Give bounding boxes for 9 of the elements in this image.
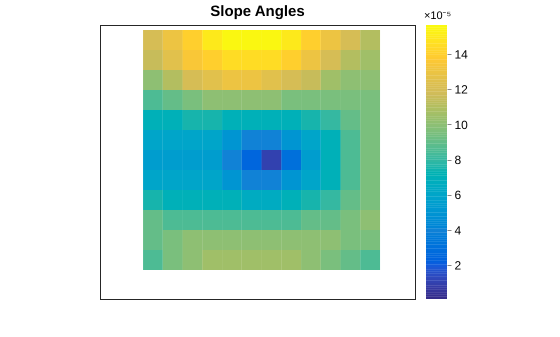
color-bar-label: 4 (454, 223, 462, 238)
color-bar-label: 14 (454, 48, 468, 62)
color-bar-title: ×10⁻⁵ (424, 10, 452, 22)
color-bar-label: 10 (454, 118, 468, 132)
chart-title: Slope Angles (210, 3, 305, 20)
color-bar-label: 2 (454, 258, 462, 273)
color-bar-label: 12 (454, 82, 468, 97)
color-bar-label: 6 (454, 188, 462, 202)
color-bar-label: 8 (454, 153, 462, 168)
